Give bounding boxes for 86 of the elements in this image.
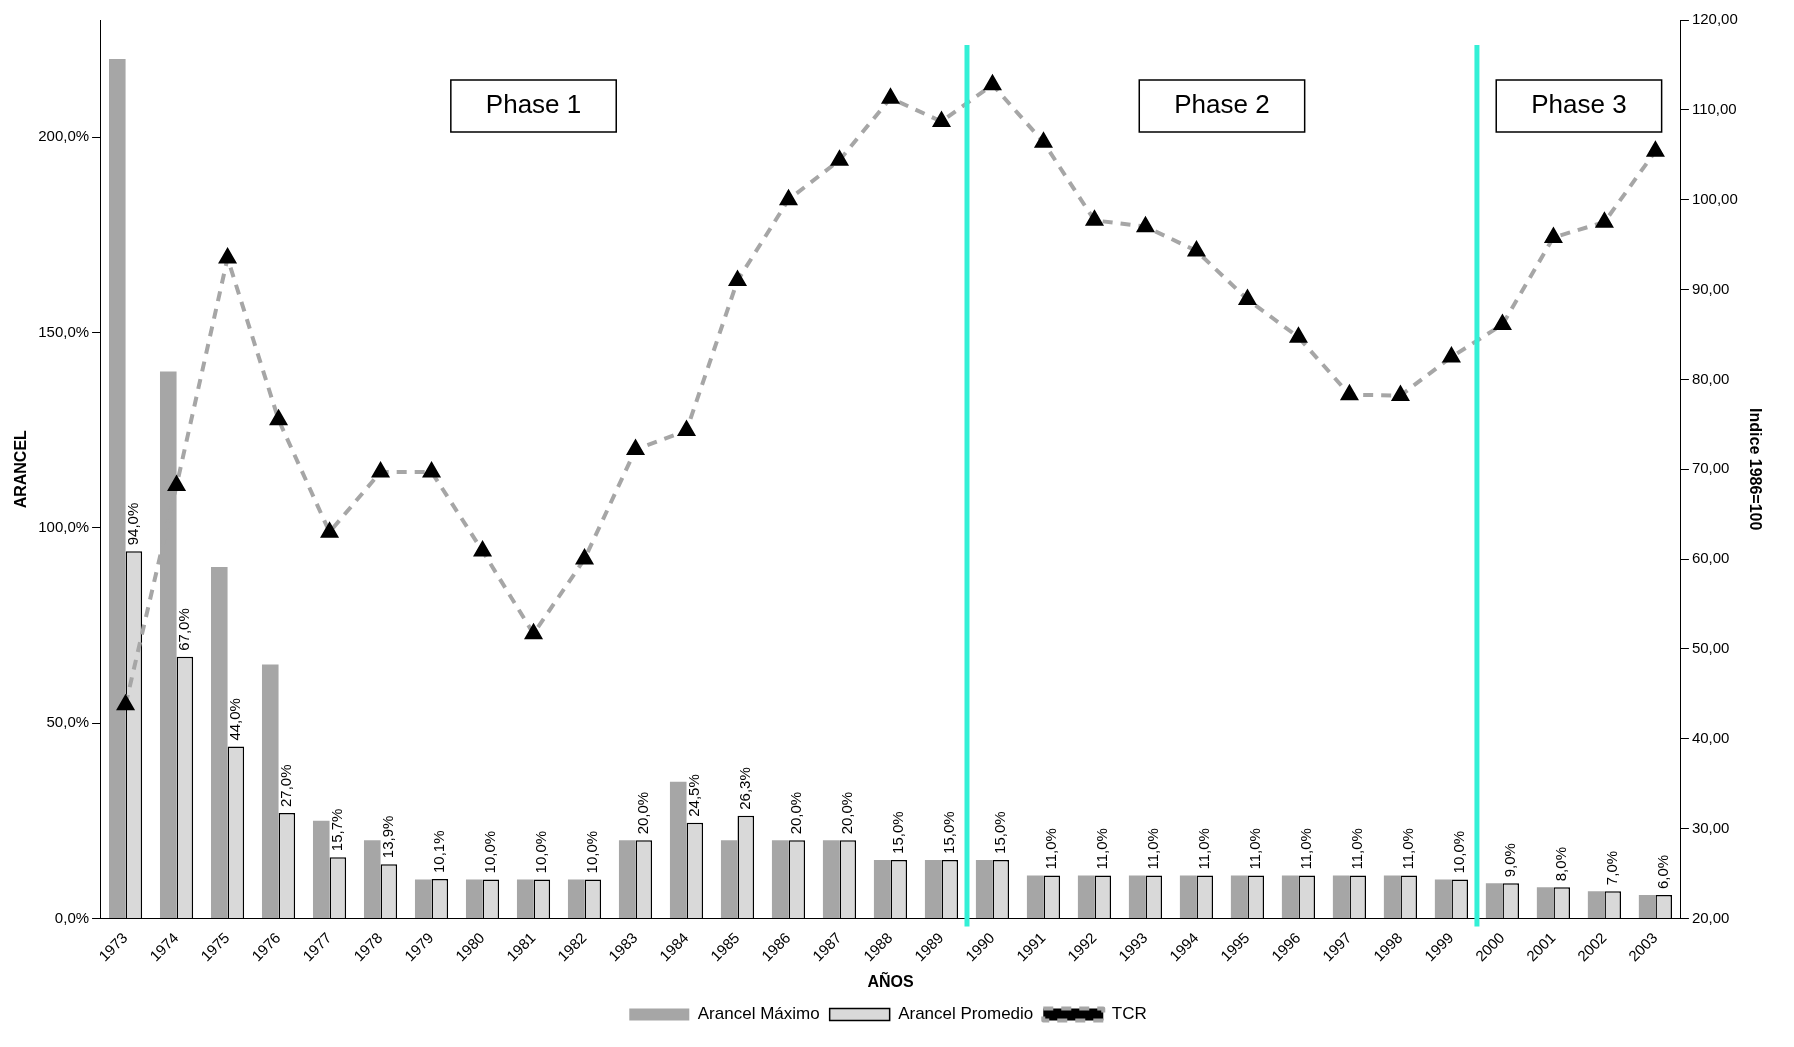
y2-tick-label: 100,00 (1691, 189, 1738, 207)
y2-tick-label: 30,00 (1691, 818, 1730, 836)
bar (567, 879, 585, 918)
data-label: 11,0% (1041, 828, 1059, 870)
data-label: 20,0% (786, 791, 804, 835)
data-label: 8,0% (1551, 847, 1569, 882)
bar (1281, 875, 1299, 918)
data-label: 15,0% (939, 811, 957, 854)
data-label: 15,0% (990, 811, 1008, 854)
bar (1026, 875, 1044, 918)
y-tick-label: 100,0% (38, 517, 90, 535)
data-label: 11,0% (1194, 828, 1212, 870)
bar (516, 879, 534, 918)
bar (1230, 875, 1248, 918)
bar (1536, 887, 1554, 918)
y2-axis-title: Indice 1986=100 (1746, 408, 1764, 531)
y2-tick-label: 70,00 (1691, 459, 1730, 477)
y2-tick-label: 90,00 (1691, 279, 1730, 297)
bar (363, 840, 381, 918)
data-label: 20,0% (633, 791, 651, 835)
data-label: 9,0% (1500, 843, 1518, 878)
bar (1434, 879, 1452, 918)
y2-tick-label: 120,00 (1691, 10, 1738, 28)
bar (924, 859, 942, 918)
bar (1179, 875, 1197, 918)
bar (873, 859, 891, 918)
y2-tick-label: 20,00 (1691, 908, 1730, 926)
data-label: 11,0% (1398, 828, 1416, 870)
data-label: 10,0% (531, 830, 549, 874)
data-label: 26,3% (735, 767, 753, 810)
bar (465, 879, 483, 918)
data-label: 20,0% (837, 791, 855, 835)
data-label: 24,5% (684, 774, 702, 817)
y-tick-label: 200,0% (38, 127, 90, 145)
y2-tick-label: 60,00 (1691, 549, 1730, 567)
y2-tick-label: 40,00 (1691, 728, 1730, 746)
bar (1485, 883, 1503, 918)
x-axis-title: AÑOS (867, 970, 914, 990)
bar (1587, 891, 1605, 918)
bar (1332, 875, 1350, 918)
bar (210, 566, 228, 918)
data-label: 11,0% (1347, 828, 1365, 870)
data-label: 10,0% (1449, 830, 1467, 874)
y-axis-title: ARANCEL (12, 429, 30, 509)
legend-label: Arancel Máximo (697, 1004, 820, 1024)
y-tick-label: 0,0% (54, 908, 90, 926)
bar (1638, 895, 1656, 918)
data-label: 10,0% (582, 830, 600, 874)
annotation: Phase 2 (1174, 89, 1270, 120)
data-label: 10,1% (429, 830, 447, 874)
data-label: 15,0% (888, 811, 906, 854)
data-label: 11,0% (1245, 828, 1263, 870)
data-label: 27,0% (276, 764, 294, 807)
data-label: 11,0% (1296, 828, 1314, 870)
data-label: 13,9% (378, 815, 396, 859)
bar (720, 840, 738, 918)
legend-label: Arancel Promedio (898, 1004, 1034, 1024)
bar (822, 840, 840, 918)
data-label: 6,0% (1653, 854, 1671, 890)
bar (975, 859, 993, 918)
data-label: 11,0% (1092, 828, 1110, 870)
y2-tick-label: 50,00 (1691, 639, 1730, 657)
data-label: 67,0% (174, 608, 192, 651)
y-tick-label: 150,0% (38, 322, 90, 340)
bar (414, 879, 432, 918)
data-label: 10,0% (480, 830, 498, 874)
data-label: 15,7% (327, 808, 345, 852)
annotation: Phase 3 (1531, 89, 1627, 120)
bar (618, 840, 636, 918)
data-label: 44,0% (225, 698, 243, 741)
y-tick-label: 50,0% (46, 713, 90, 731)
bar (109, 59, 126, 918)
bar (312, 820, 330, 918)
bar (1383, 875, 1401, 918)
annotation: Phase 1 (485, 89, 582, 120)
bar (771, 840, 789, 918)
legend-label: TCR (1111, 1004, 1147, 1024)
bar (261, 664, 279, 918)
bar (1077, 875, 1095, 918)
y2-tick-label: 110,00 (1691, 99, 1737, 117)
data-label: 11,0% (1143, 828, 1161, 870)
bar (1128, 875, 1146, 918)
y2-tick-label: 80,00 (1691, 369, 1730, 387)
bar (669, 781, 687, 918)
data-label: 94,0% (124, 502, 141, 546)
data-label: 7,0% (1602, 850, 1620, 886)
